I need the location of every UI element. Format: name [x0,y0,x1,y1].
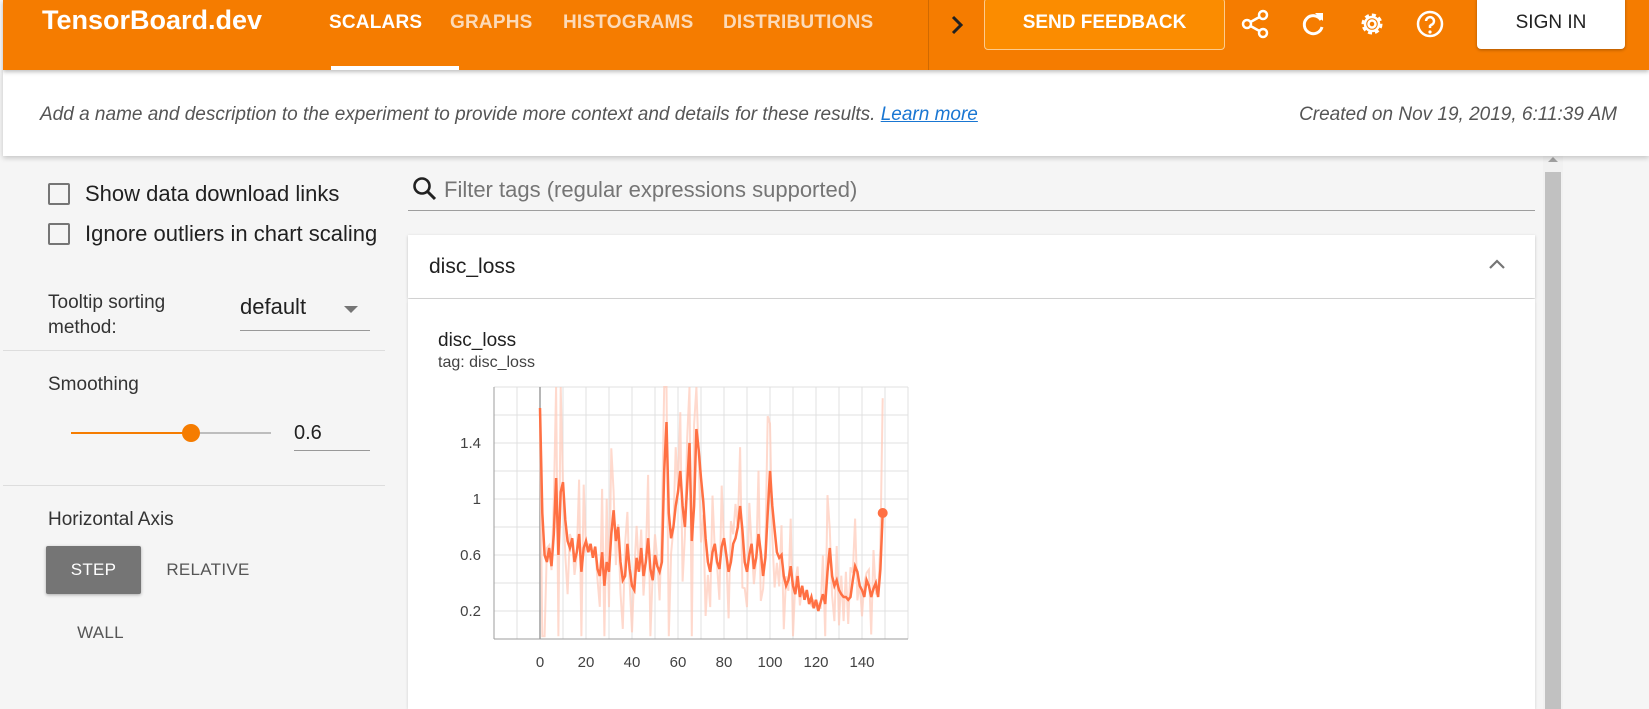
checkbox-box[interactable] [48,183,70,205]
chevron-up-icon[interactable] [1487,257,1507,271]
checkbox-label: Show data download links [85,181,340,206]
description-text: Add a name and description to the experi… [40,104,876,125]
chart-tag: tag: disc_loss [438,354,535,371]
y-tick-label: 0.2 [460,603,481,620]
disc-loss-chart[interactable]: 0 20 40 60 80 100 120 140 0.2 0.6 1 1.4 [408,299,1535,709]
x-tick-label: 140 [849,654,874,671]
slider-fill [71,432,191,434]
refresh-icon[interactable] [1297,8,1329,40]
active-tab-indicator [331,66,459,70]
experiment-description: Add a name and description to the experi… [40,104,978,126]
y-tick-label: 1 [473,491,481,508]
x-tick-label: 40 [624,654,641,671]
brand-title: TensorBoard.dev [42,5,263,35]
divider [3,485,385,486]
scalar-chart-card: disc_loss tag: disc_loss 0 20 40 60 80 100 120… [408,299,1535,709]
tag-filter [408,170,1535,211]
axis-step-button[interactable]: STEP [46,546,141,594]
tab-distributions[interactable]: DISTRIBUTIONS [723,12,874,33]
tabs-overflow-button[interactable] [928,0,985,70]
sidebar: Show data download links Ignore outliers… [3,156,385,709]
experiment-info-bar: Add a name and description to the experi… [3,70,1649,156]
axis-wall-button[interactable]: WALL [77,623,124,642]
tab-histograms[interactable]: HISTOGRAMS [563,12,694,33]
top-toolbar: TensorBoard.dev SCALARS GRAPHS HISTOGRAM… [3,0,1649,70]
smoothed-series-line [538,407,884,612]
learn-more-link[interactable]: Learn more [880,104,978,125]
created-timestamp: Created on Nov 19, 2019, 6:11:39 AM [1299,104,1617,125]
checkbox-label: Ignore outliers in chart scaling [85,221,378,246]
category-header[interactable]: disc_loss [408,235,1535,298]
category-title: disc_loss [429,255,516,278]
tooltip-sorting-select[interactable]: default [240,294,370,331]
smoothing-title: Smoothing [48,374,139,395]
chart-title: disc_loss [438,330,517,351]
y-tick-label: 1.4 [460,435,481,452]
scroll-up-arrow-icon[interactable] [1548,157,1558,162]
x-tick-label: 0 [536,654,544,671]
scroll-thumb[interactable] [1545,172,1561,709]
divider [3,350,385,351]
page-scrollbar[interactable] [1543,156,1563,709]
x-tick-label: 100 [757,654,782,671]
chevron-right-icon [951,15,964,35]
tooltip-sorting-label: Tooltip sorting method: [48,292,166,338]
smoothing-value-input[interactable]: 0.6 [294,418,370,451]
x-tick-label: 120 [803,654,828,671]
search-icon [413,177,437,201]
tab-graphs[interactable]: GRAPHS [450,12,533,33]
select-value: default [240,294,307,319]
help-icon[interactable] [1414,8,1446,40]
x-tick-label: 20 [578,654,595,671]
last-point-marker [877,508,888,518]
horizontal-axis-title: Horizontal Axis [48,509,174,530]
smoothing-slider[interactable] [71,424,271,442]
x-tick-label: 80 [716,654,733,671]
send-feedback-button[interactable]: SEND FEEDBACK [984,0,1225,50]
checkbox-box[interactable] [48,223,70,245]
y-tick-label: 0.6 [460,547,481,564]
dropdown-arrow-icon [344,306,358,313]
axis-relative-button[interactable]: RELATIVE [166,560,250,579]
slider-thumb[interactable] [182,424,200,442]
sign-in-button[interactable]: SIGN IN [1477,0,1625,49]
raw-series-line [539,386,884,638]
search-input[interactable] [442,173,1526,207]
tab-scalars[interactable]: SCALARS [329,12,423,33]
share-icon[interactable] [1239,8,1271,40]
settings-icon[interactable] [1356,8,1388,40]
x-tick-label: 60 [670,654,687,671]
